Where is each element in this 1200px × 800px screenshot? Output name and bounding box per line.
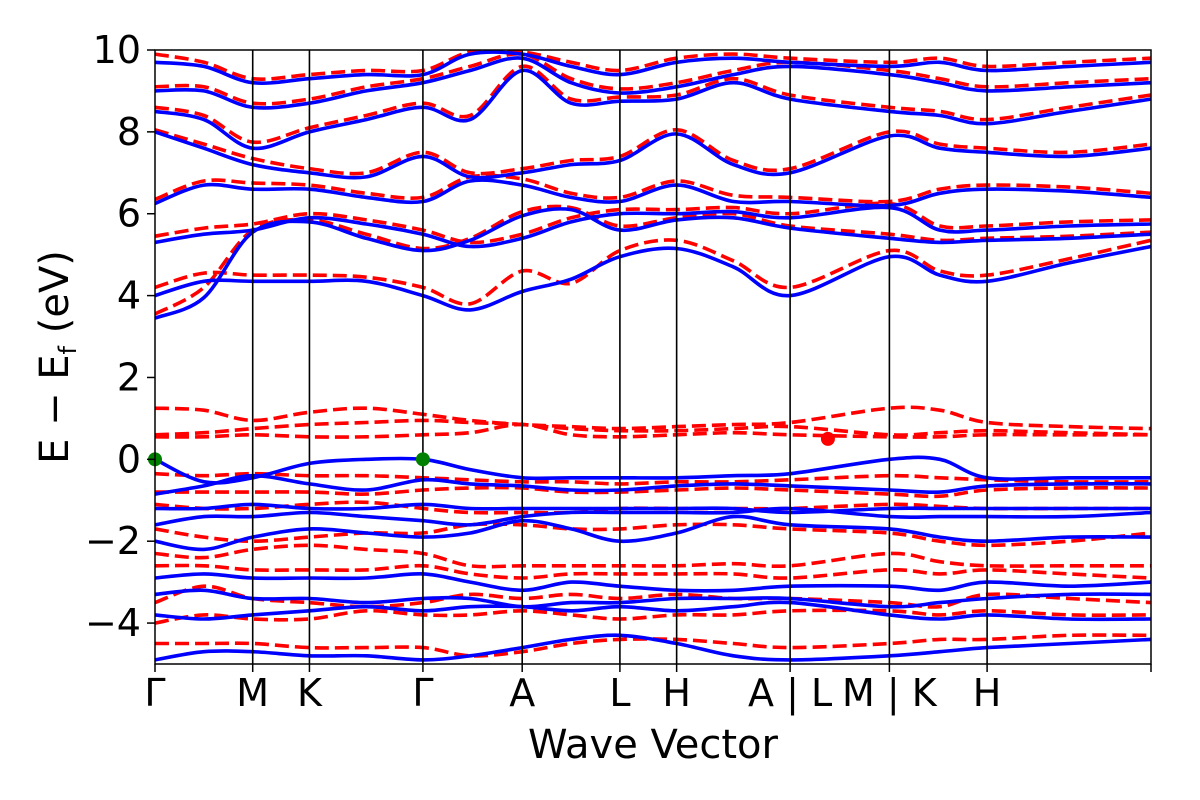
- x-tick-label-4: A: [509, 671, 535, 715]
- solid-band-13: [155, 572, 1151, 593]
- y-axis-label: E − Ef (eV): [32, 250, 82, 464]
- markers-layer: [148, 431, 835, 467]
- x-tick-label-0: Γ: [144, 671, 165, 715]
- solid-band-1: [155, 244, 1151, 312]
- solid-band-4: [155, 130, 1151, 180]
- x-tick-label-8: M | K: [842, 671, 938, 716]
- solid-band-5: [155, 68, 1151, 151]
- y-ticks: −4 −2 0 2 4 6 8 10: [85, 28, 155, 645]
- extremum-marker-2: [820, 431, 835, 446]
- bands-layer: [155, 50, 1151, 662]
- x-tick-label-2: K: [297, 671, 323, 715]
- y-tick-label-1: −2: [85, 519, 141, 563]
- dashed-band-11: [155, 471, 1151, 486]
- x-tick-label-5: L: [609, 671, 630, 715]
- x-tick-label-7: A | L: [748, 671, 832, 716]
- y-tick-label-3: 2: [117, 355, 141, 399]
- x-tick-label-6: H: [662, 671, 691, 715]
- dashed-band-6: [155, 52, 1151, 106]
- dashed-band-3: [155, 173, 1151, 204]
- dashed-band-14: [155, 522, 1151, 548]
- y-tick-label-7: 10: [93, 28, 141, 72]
- y-tick-label-5: 6: [117, 192, 141, 236]
- y-tick-label-0: −4: [85, 601, 141, 645]
- solid-band-14: [155, 588, 1151, 609]
- solid-band-8: [155, 455, 1151, 485]
- y-axis-label-unit: (eV): [32, 250, 78, 346]
- x-tick-label-1: M: [236, 671, 269, 715]
- x-tick-label-3: Γ: [412, 671, 433, 715]
- dashed-band-1: [155, 238, 1151, 306]
- x-tick-label-9: H: [973, 671, 1002, 715]
- y-tick-label-4: 4: [117, 274, 141, 318]
- dashed-band-12: [155, 485, 1151, 499]
- dashed-band-8: [155, 405, 1151, 431]
- y-tick-label-6: 8: [117, 110, 141, 154]
- solid-band-0: [155, 207, 1151, 320]
- x-axis-label: Wave Vector: [528, 722, 779, 768]
- dashed-band-9: [155, 418, 1151, 437]
- dashed-band-18: [155, 608, 1151, 625]
- solid-band-7: [155, 50, 1151, 85]
- dashed-band-2: [155, 201, 1151, 245]
- dashed-band-15: [155, 543, 1151, 569]
- dashed-band-7: [155, 50, 1151, 81]
- solid-band-11: [155, 506, 1151, 527]
- dashed-band-16: [155, 563, 1151, 580]
- dashed-band-10: [155, 422, 1151, 439]
- kpoint-vlines: [251, 50, 988, 664]
- dashed-band-19: [155, 633, 1151, 658]
- plot-frame: [154, 49, 1152, 665]
- y-axis-label-main: E − E: [32, 354, 78, 464]
- extremum-marker-1: [415, 452, 430, 467]
- y-axis-label-sub: f: [54, 345, 82, 354]
- y-tick-label-2: 0: [117, 437, 141, 481]
